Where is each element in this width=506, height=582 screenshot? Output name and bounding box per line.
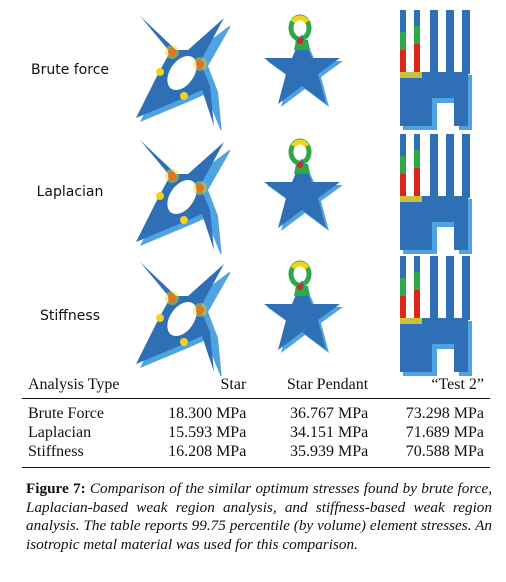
cell-star-stress: 18.300 MPa — [168, 405, 247, 422]
cell-test2-stress: 73.298 MPa — [405, 405, 484, 422]
table-row: Brute Force 18.300 MPa 36.767 MPa 73.298… — [22, 399, 490, 424]
cell-star-stress: 15.593 MPa — [168, 424, 247, 441]
star-render-laplacian — [136, 140, 230, 254]
header-star-pendant: Star Pendant — [286, 376, 369, 393]
cell-star-stress: 16.208 MPa — [168, 443, 247, 460]
test2-render-stiffness — [400, 256, 472, 376]
cell-method: Brute Force — [28, 405, 104, 422]
table-row: Stiffness 16.208 MPa 35.939 MPa 70.588 M… — [22, 442, 490, 468]
caption-text: Comparison of the similar optimum stress… — [26, 480, 492, 553]
cell-method: Laplacian — [28, 424, 92, 441]
cell-test2-stress: 71.689 MPa — [405, 424, 484, 441]
star-render-stiffness — [136, 262, 230, 376]
row-label-brute-force: Brute force — [30, 62, 110, 78]
pendant-render-brute-force — [264, 14, 343, 107]
header-star: Star — [220, 376, 247, 393]
table-header-row: Analysis Type Star Star Pendant “Test 2” — [22, 372, 490, 399]
header-test-2: “Test 2” — [431, 376, 484, 393]
star-render-brute-force — [136, 16, 230, 130]
table-row: Laplacian 15.593 MPa 34.151 MPa 71.689 M… — [22, 423, 490, 442]
row-label-laplacian: Laplacian — [36, 184, 104, 200]
header-analysis-type: Analysis Type — [28, 376, 120, 393]
cell-pendant-stress: 34.151 MPa — [290, 424, 369, 441]
pendant-render-stiffness — [264, 260, 343, 353]
stress-results-table: Analysis Type Star Star Pendant “Test 2”… — [22, 372, 490, 468]
figure-caption: Figure 7: Comparison of the similar opti… — [26, 480, 492, 554]
caption-label: Figure 7: — [26, 480, 86, 497]
row-label-stiffness: Stiffness — [40, 308, 100, 324]
test2-render-brute-force — [400, 10, 472, 130]
cell-pendant-stress: 35.939 MPa — [290, 443, 369, 460]
cell-pendant-stress: 36.767 MPa — [290, 405, 369, 422]
pendant-render-laplacian — [264, 138, 343, 231]
cell-method: Stiffness — [28, 443, 84, 460]
cell-test2-stress: 70.588 MPa — [405, 443, 484, 460]
test2-render-laplacian — [400, 134, 472, 254]
